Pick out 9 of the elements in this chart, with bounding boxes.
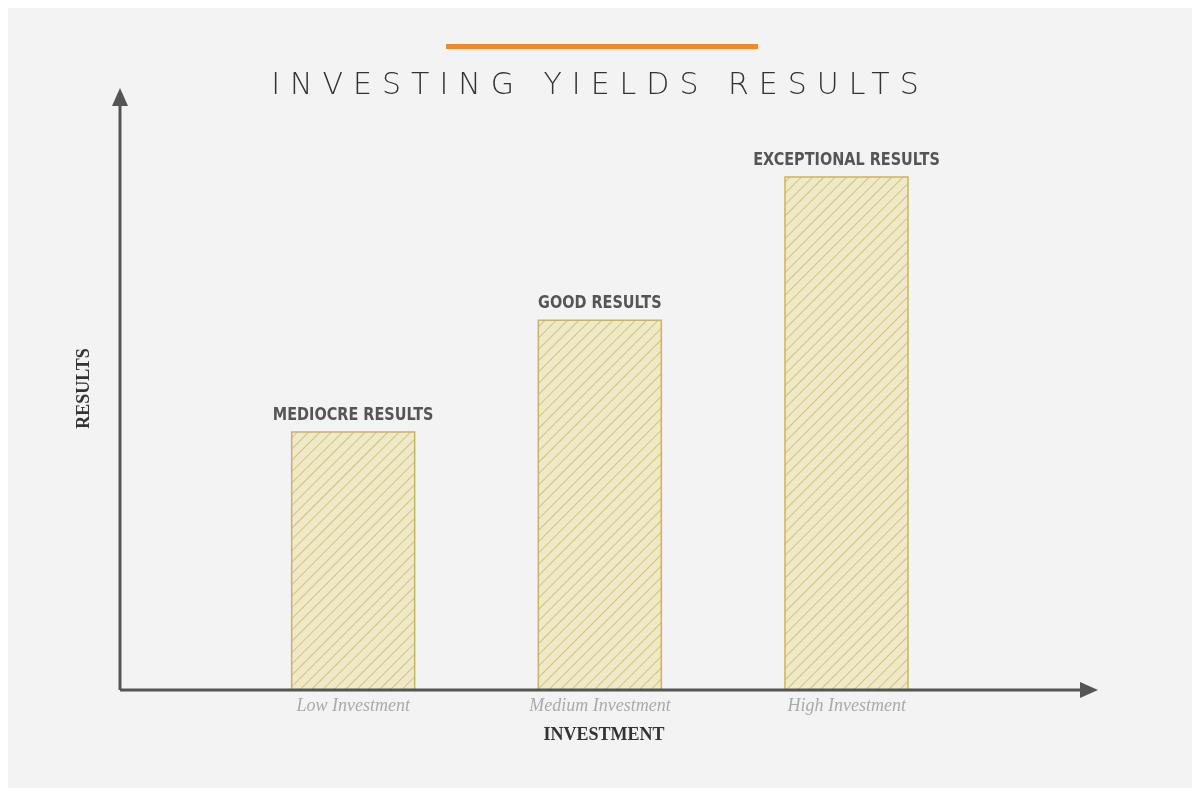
x-tick-label: Medium Investment	[528, 694, 672, 715]
x-tick-label: High Investment	[786, 694, 907, 715]
annotation: EXCEPTIONAL RESULTS	[753, 148, 940, 170]
x-axis-title: INVESTMENT	[542, 724, 666, 745]
chart-title: INVESTING YIELDS RESULTS	[270, 66, 930, 101]
y-axis-title: RESULTS	[72, 347, 94, 429]
x-tick-label: Low Investment	[295, 694, 412, 715]
annotation: MEDIOCRE RESULTS	[272, 403, 434, 425]
annotation: GOOD RESULTS	[538, 292, 662, 313]
